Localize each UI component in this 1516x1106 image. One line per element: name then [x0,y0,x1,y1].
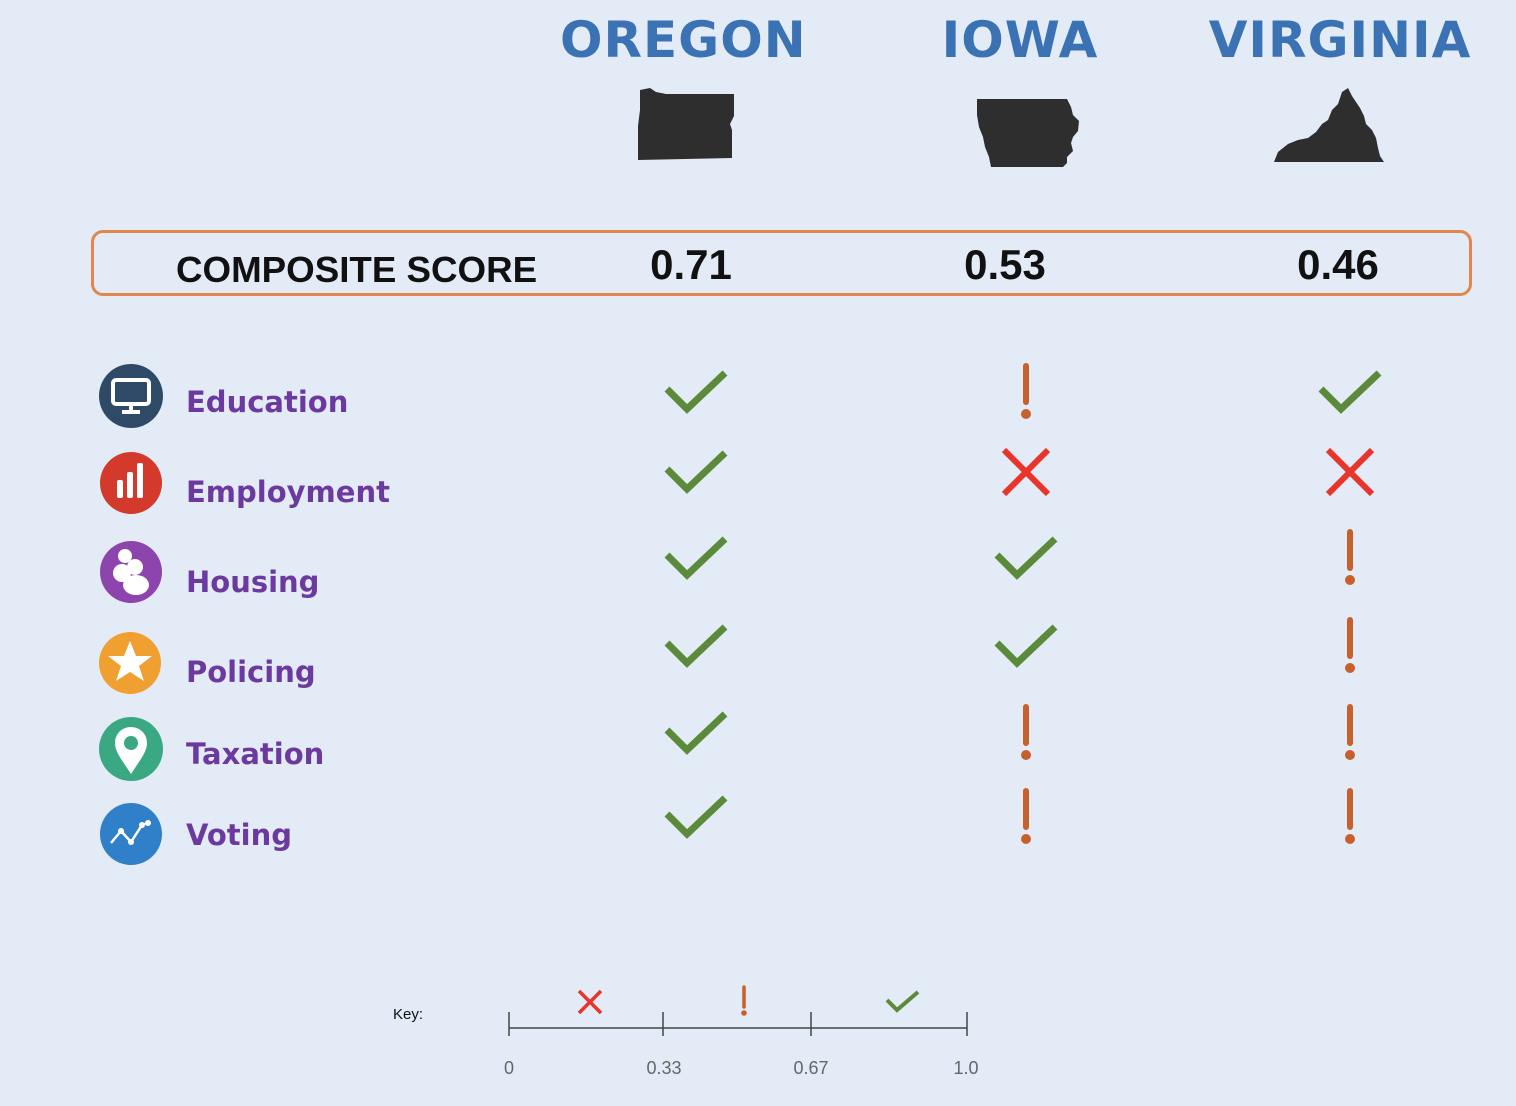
cross-icon [1323,447,1377,497]
check-icon [663,369,729,415]
line-chart-icon [98,801,164,867]
score-iowa: 0.53 [964,241,1046,288]
bar-chart-icon [98,450,164,516]
check-icon [663,449,729,495]
key-tick-0: 0 [503,1058,514,1078]
warning-icon [1341,528,1359,588]
key-tick-1: 1.0 [953,1058,979,1078]
state-title-oregon: OREGON [560,11,807,69]
check-icon [663,535,729,581]
oregon-silhouette-icon [636,86,738,162]
state-title-virginia: VIRGINIA [1208,11,1472,69]
key-check-icon [884,989,922,1015]
check-icon [993,535,1059,581]
people-icon [98,539,164,605]
category-label-taxation: Taxation [186,737,325,771]
check-icon [663,710,729,756]
score-oregon: 0.71 [650,241,732,288]
warning-icon [1341,616,1359,676]
state-title-iowa: IOWA [941,11,1099,69]
warning-icon [1017,362,1035,422]
check-icon [993,623,1059,669]
key-tick-067: 0.67 [793,1058,829,1078]
check-icon [663,794,729,840]
star-icon [98,630,164,696]
composite-score-label: COMPOSITE SCORE [176,249,538,290]
score-virginia: 0.46 [1297,241,1379,288]
key-warning-icon [737,985,751,1017]
category-label-voting: Voting [186,818,292,852]
category-label-education: Education [186,385,349,419]
map-pin-icon [98,716,164,782]
check-icon [663,623,729,669]
category-label-employment: Employment [186,475,390,509]
warning-icon [1341,703,1359,763]
key-cross-icon [576,989,604,1015]
cross-icon [999,447,1053,497]
iowa-silhouette-icon [975,97,1083,169]
key-tick-033: 0.33 [646,1058,682,1078]
warning-icon [1017,703,1035,763]
composite-score-box [91,230,1472,296]
key-label: Key: [393,1006,424,1023]
virginia-silhouette-icon [1272,86,1386,166]
warning-icon [1017,787,1035,847]
warning-icon [1341,787,1359,847]
category-label-policing: Policing [186,655,316,689]
check-icon [1317,369,1383,415]
monitor-icon [98,363,164,429]
category-label-housing: Housing [186,565,320,599]
key-scale [500,980,980,1040]
